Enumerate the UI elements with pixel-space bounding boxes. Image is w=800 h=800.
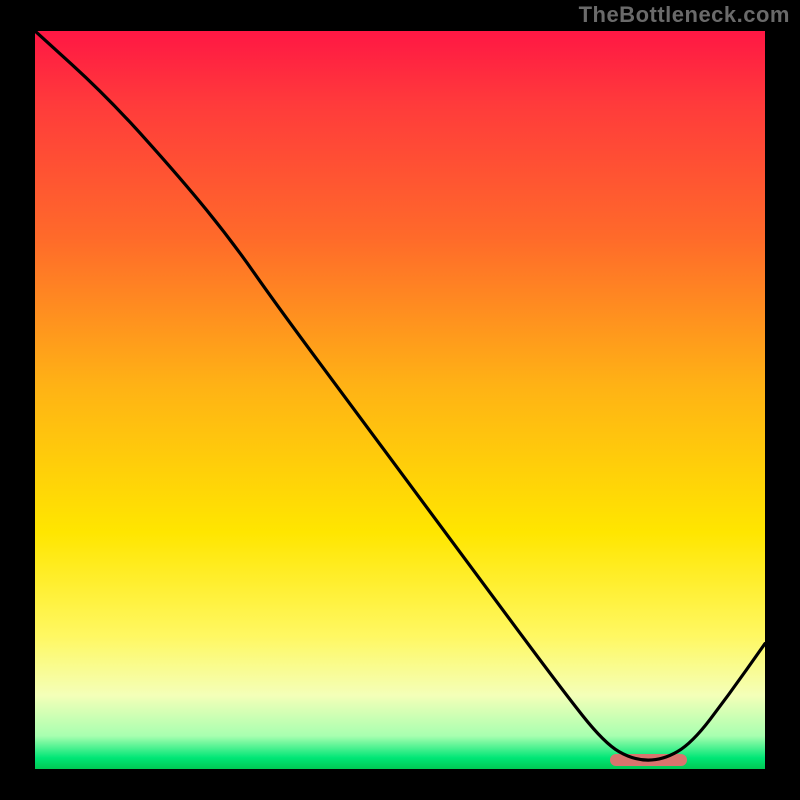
bottleneck-curve [35,31,765,769]
source-watermark: TheBottleneck.com [579,2,790,28]
plot-area [35,31,765,769]
curve-path [35,31,765,760]
chart-stage: TheBottleneck.com [0,0,800,800]
